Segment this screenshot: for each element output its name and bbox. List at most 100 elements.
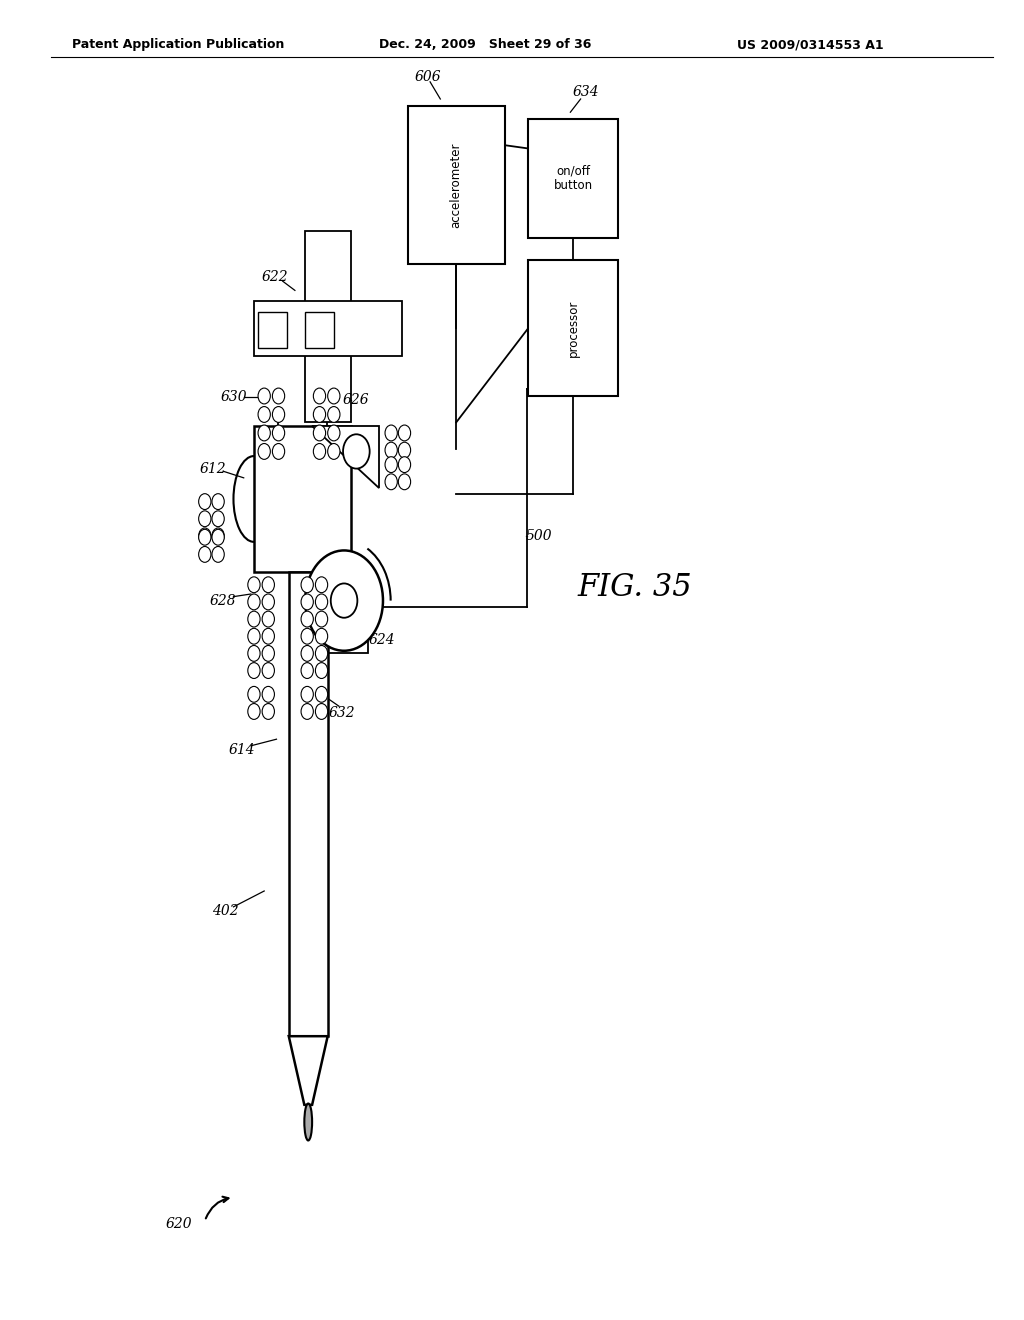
Circle shape	[262, 686, 274, 702]
Text: 612: 612	[200, 462, 226, 475]
Bar	[528, 260, 618, 396]
Circle shape	[315, 628, 328, 644]
Circle shape	[248, 611, 260, 627]
Text: 606: 606	[415, 70, 441, 83]
Text: 620: 620	[166, 1217, 193, 1230]
Circle shape	[315, 645, 328, 661]
Bar	[321, 620, 368, 653]
Circle shape	[262, 663, 274, 678]
Circle shape	[301, 663, 313, 678]
Bar	[254, 301, 402, 356]
Text: 634: 634	[572, 86, 599, 99]
Bar	[408, 106, 505, 264]
Circle shape	[328, 407, 340, 422]
Circle shape	[199, 528, 211, 544]
Circle shape	[262, 704, 274, 719]
Circle shape	[258, 388, 270, 404]
Circle shape	[248, 628, 260, 644]
Circle shape	[398, 425, 411, 441]
Circle shape	[315, 577, 328, 593]
Circle shape	[315, 663, 328, 678]
Circle shape	[313, 388, 326, 404]
Text: Dec. 24, 2009   Sheet 29 of 36: Dec. 24, 2009 Sheet 29 of 36	[379, 38, 591, 51]
Circle shape	[315, 686, 328, 702]
Bar	[254, 426, 351, 572]
Text: 630: 630	[220, 391, 247, 404]
Circle shape	[248, 704, 260, 719]
Circle shape	[262, 645, 274, 661]
Circle shape	[385, 457, 397, 473]
Circle shape	[258, 425, 270, 441]
Circle shape	[385, 474, 397, 490]
Circle shape	[248, 577, 260, 593]
Polygon shape	[289, 1036, 328, 1105]
Circle shape	[301, 645, 313, 661]
Circle shape	[315, 611, 328, 627]
Circle shape	[258, 444, 270, 459]
Circle shape	[248, 686, 260, 702]
Ellipse shape	[304, 1104, 312, 1140]
Circle shape	[199, 546, 211, 562]
Circle shape	[301, 686, 313, 702]
Text: 500: 500	[525, 529, 552, 543]
Circle shape	[212, 528, 224, 544]
Circle shape	[313, 407, 326, 422]
Circle shape	[328, 425, 340, 441]
Circle shape	[199, 511, 211, 527]
Circle shape	[301, 577, 313, 593]
Text: 624: 624	[369, 634, 395, 647]
Circle shape	[305, 550, 383, 651]
Text: 626: 626	[343, 393, 370, 407]
Circle shape	[398, 474, 411, 490]
Text: US 2009/0314553 A1: US 2009/0314553 A1	[737, 38, 884, 51]
Circle shape	[343, 434, 370, 469]
Circle shape	[331, 583, 357, 618]
Text: accelerometer: accelerometer	[450, 143, 463, 227]
Text: 622: 622	[261, 271, 288, 284]
Circle shape	[272, 425, 285, 441]
Circle shape	[313, 425, 326, 441]
Text: FIG. 35: FIG. 35	[578, 572, 692, 603]
Circle shape	[328, 444, 340, 459]
Text: 628: 628	[210, 594, 237, 607]
Circle shape	[212, 529, 224, 545]
Circle shape	[262, 611, 274, 627]
Circle shape	[248, 645, 260, 661]
Circle shape	[313, 444, 326, 459]
Text: processor: processor	[567, 300, 580, 356]
Circle shape	[398, 457, 411, 473]
Bar	[289, 572, 328, 1036]
Circle shape	[258, 407, 270, 422]
Circle shape	[328, 388, 340, 404]
Circle shape	[262, 628, 274, 644]
Circle shape	[272, 388, 285, 404]
Circle shape	[212, 546, 224, 562]
Circle shape	[212, 511, 224, 527]
Polygon shape	[312, 426, 379, 488]
Circle shape	[199, 529, 211, 545]
Circle shape	[272, 444, 285, 459]
Circle shape	[398, 442, 411, 458]
Circle shape	[248, 594, 260, 610]
Circle shape	[212, 494, 224, 510]
Bar	[258, 312, 287, 348]
Text: 614: 614	[228, 743, 255, 756]
Circle shape	[199, 494, 211, 510]
Circle shape	[315, 704, 328, 719]
Circle shape	[301, 628, 313, 644]
Circle shape	[315, 594, 328, 610]
Circle shape	[385, 425, 397, 441]
Bar	[305, 231, 351, 422]
Text: 632: 632	[329, 706, 355, 719]
Circle shape	[262, 577, 274, 593]
Circle shape	[272, 407, 285, 422]
Circle shape	[301, 704, 313, 719]
Circle shape	[248, 663, 260, 678]
Circle shape	[262, 594, 274, 610]
Bar	[305, 312, 334, 348]
Circle shape	[301, 594, 313, 610]
Text: 402: 402	[212, 904, 239, 917]
Circle shape	[301, 611, 313, 627]
Circle shape	[385, 442, 397, 458]
Text: on/off
button: on/off button	[554, 164, 593, 193]
